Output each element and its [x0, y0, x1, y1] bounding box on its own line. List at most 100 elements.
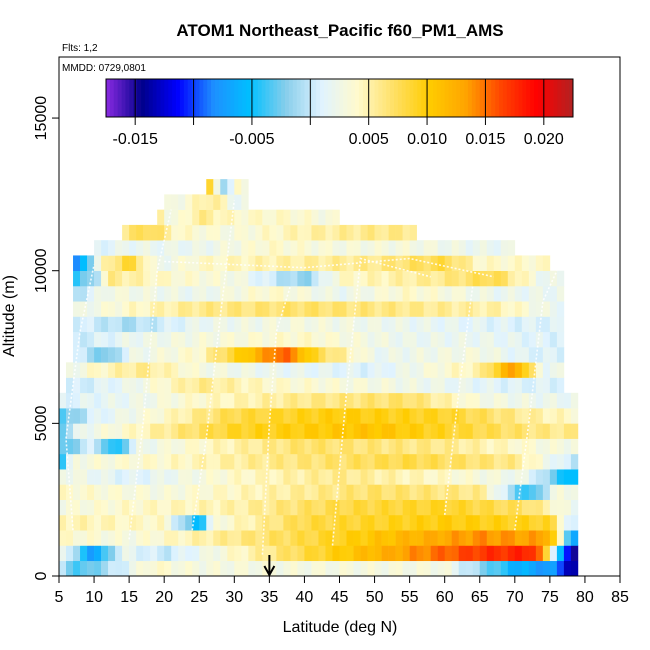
- heatmap-cell: [262, 438, 270, 455]
- heatmap-cell: [479, 408, 488, 424]
- heatmap-cell: [87, 438, 95, 455]
- x-tick-label: 45: [331, 589, 349, 606]
- heatmap-cell: [164, 255, 172, 271]
- heatmap-cell: [514, 301, 523, 317]
- heatmap-cell: [213, 194, 221, 210]
- heatmap-cell: [444, 331, 452, 348]
- heatmap-cell: [486, 301, 495, 317]
- heatmap-cell: [318, 209, 326, 226]
- heatmap-cell: [143, 347, 151, 363]
- heatmap-cell: [185, 423, 193, 439]
- heatmap-cell: [87, 514, 95, 531]
- heatmap-cell: [556, 469, 565, 485]
- heatmap-cell: [395, 377, 403, 394]
- heatmap-cell: [290, 377, 298, 394]
- heatmap-cell: [430, 469, 438, 485]
- heatmap-cell: [59, 423, 67, 439]
- heatmap-cell: [360, 514, 368, 531]
- heatmap-cell: [325, 377, 333, 394]
- heatmap-cell: [451, 377, 460, 394]
- heatmap-cell: [171, 224, 179, 241]
- heatmap-cell: [465, 240, 474, 256]
- heatmap-cell: [206, 179, 214, 195]
- heatmap-cell: [486, 316, 495, 333]
- heatmap-cell: [521, 377, 530, 394]
- heatmap-cell: [395, 423, 403, 439]
- heatmap-cell: [290, 209, 298, 226]
- heatmap-cell: [290, 499, 298, 516]
- heatmap-cell: [255, 209, 263, 226]
- heatmap-cell: [304, 499, 312, 516]
- heatmap-cell: [339, 514, 347, 531]
- heatmap-cell: [479, 499, 488, 516]
- heatmap-cell: [388, 453, 396, 470]
- colorbar-swatch: [156, 79, 161, 117]
- heatmap-cell: [311, 392, 319, 409]
- heatmap-cell: [493, 362, 502, 378]
- colorbar-swatch: [183, 79, 189, 117]
- heatmap-cell: [164, 514, 172, 531]
- heatmap-cell: [325, 224, 333, 241]
- heatmap-cell: [94, 469, 102, 485]
- heatmap-cell: [178, 301, 186, 317]
- heatmap-cell: [283, 224, 291, 241]
- heatmap-cell: [94, 347, 102, 363]
- heatmap-cell: [115, 438, 123, 455]
- heatmap-cell: [255, 408, 263, 424]
- heatmap-cell: [73, 408, 81, 424]
- heatmap-cell: [283, 209, 291, 226]
- heatmap-cell: [185, 285, 193, 302]
- heatmap-cell: [248, 438, 256, 455]
- heatmap-cell: [332, 316, 340, 333]
- colorbar-swatch: [390, 79, 395, 117]
- heatmap-cell: [227, 316, 235, 333]
- heatmap-cell: [507, 469, 516, 485]
- heatmap-cell: [311, 209, 319, 226]
- heatmap-cell: [94, 408, 102, 424]
- heatmap-cell: [395, 514, 403, 531]
- heatmap-cell: [171, 484, 179, 500]
- heatmap-cell: [185, 316, 193, 333]
- heatmap-cell: [122, 392, 130, 409]
- heatmap-cell: [423, 301, 431, 317]
- heatmap-cell: [276, 530, 284, 546]
- heatmap-cell: [360, 301, 368, 317]
- heatmap-cell: [437, 514, 445, 531]
- heatmap-cell: [171, 408, 179, 424]
- heatmap-cell: [269, 301, 277, 317]
- heatmap-cell: [353, 514, 361, 531]
- heatmap-cell: [570, 514, 579, 531]
- heatmap-cell: [556, 285, 565, 302]
- heatmap-cell: [430, 377, 438, 394]
- heatmap-cell: [339, 423, 347, 439]
- heatmap-cell: [108, 301, 116, 317]
- heatmap-cell: [500, 423, 509, 439]
- heatmap-cell: [388, 285, 396, 302]
- heatmap-cell: [87, 560, 95, 577]
- heatmap-cell: [157, 377, 165, 394]
- heatmap-cell: [451, 423, 460, 439]
- heatmap-cell: [164, 224, 172, 241]
- heatmap-cell: [199, 194, 207, 210]
- colorbar-swatch: [327, 79, 333, 117]
- heatmap-cell: [269, 270, 277, 287]
- heatmap-cell: [360, 285, 368, 302]
- heatmap-cell: [409, 438, 417, 455]
- heatmap-cell: [521, 499, 530, 516]
- heatmap-cell: [325, 514, 333, 531]
- heatmap-cell: [353, 469, 361, 485]
- heatmap-cell: [178, 331, 186, 348]
- heatmap-cell: [374, 301, 382, 317]
- heatmap-cell: [87, 423, 95, 439]
- heatmap-cell: [115, 545, 123, 562]
- heatmap-cell: [339, 499, 347, 516]
- heatmap-cell: [171, 469, 179, 485]
- heatmap-cell: [87, 362, 95, 378]
- heatmap-cell: [374, 469, 382, 485]
- heatmap-cell: [276, 270, 284, 287]
- heatmap-cell: [563, 484, 572, 500]
- heatmap-cell: [108, 560, 116, 577]
- heatmap-cell: [241, 240, 249, 256]
- heatmap-cell: [255, 423, 263, 439]
